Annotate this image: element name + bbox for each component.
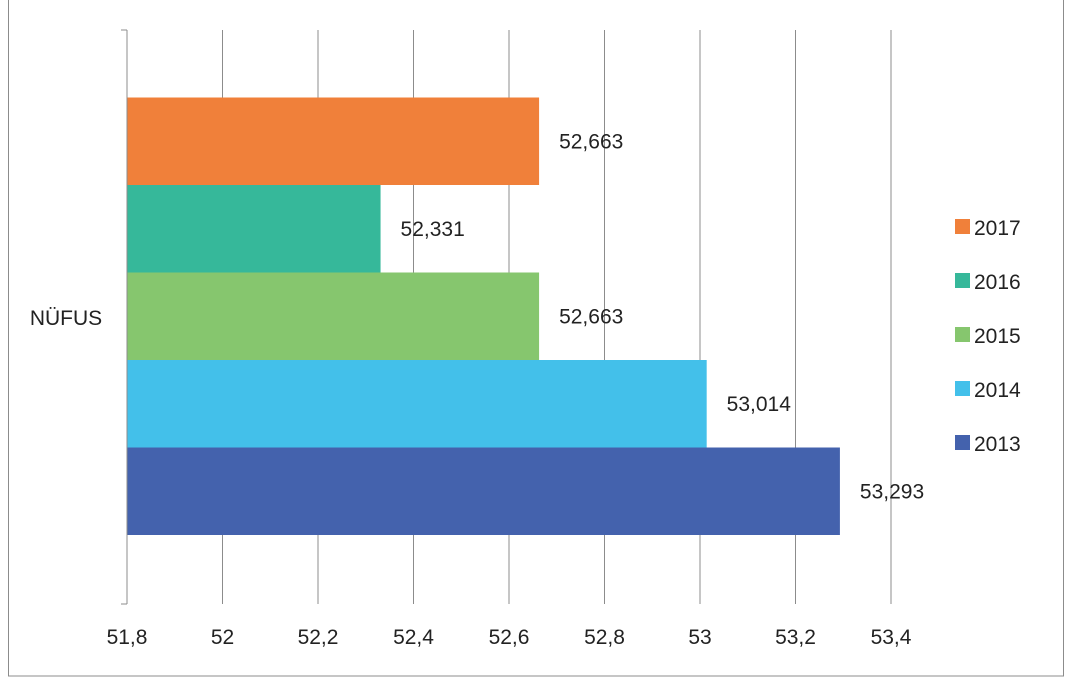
- x-tick-label: 53: [688, 626, 711, 649]
- legend-swatch-2015: [955, 327, 970, 342]
- chart-border: [8, 0, 1064, 677]
- bar-2013: [127, 447, 840, 535]
- bar-2014: [127, 360, 707, 448]
- data-labels: 53,293 53,014 52,663 52,331 52,663: [401, 130, 925, 503]
- x-tick-label: 51,8: [107, 626, 148, 649]
- x-tick-label: 53,4: [871, 626, 912, 649]
- legend-label-2013: 2013: [974, 433, 1021, 456]
- legend-swatch-2016: [955, 273, 970, 288]
- data-label-2017: 52,663: [559, 130, 623, 153]
- x-tick-label: 52,8: [584, 626, 625, 649]
- x-tick-label: 52,6: [489, 626, 530, 649]
- x-tick-label: 52,4: [393, 626, 434, 649]
- data-label-2016: 52,331: [401, 218, 465, 241]
- legend-label-2014: 2014: [974, 379, 1021, 402]
- bar-2015: [127, 272, 540, 360]
- legend-swatch-2014: [955, 381, 970, 396]
- legend: 2017 2016 2015 2014 2013: [955, 217, 1021, 456]
- axes: 51,8 52 52,2 52,4 52,6 52,8 53 53,2 53,4 NÜFUS: [30, 29, 912, 649]
- legend-swatch-2013: [955, 435, 970, 450]
- legend-label-2017: 2017: [974, 217, 1021, 240]
- data-label-2014: 53,014: [727, 393, 792, 416]
- x-tick-label: 53,2: [775, 626, 816, 649]
- data-label-2015: 52,663: [559, 305, 623, 328]
- data-label-2013: 53,293: [860, 480, 924, 503]
- bar-2016: [127, 185, 381, 273]
- category-label: NÜFUS: [30, 307, 102, 330]
- legend-swatch-2017: [955, 219, 970, 234]
- legend-label-2016: 2016: [974, 271, 1021, 294]
- bar-2017: [127, 97, 540, 185]
- x-tick-label: 52: [211, 626, 234, 649]
- legend-label-2015: 2015: [974, 325, 1021, 348]
- bars: [127, 97, 840, 535]
- x-tick-label: 52,2: [298, 626, 339, 649]
